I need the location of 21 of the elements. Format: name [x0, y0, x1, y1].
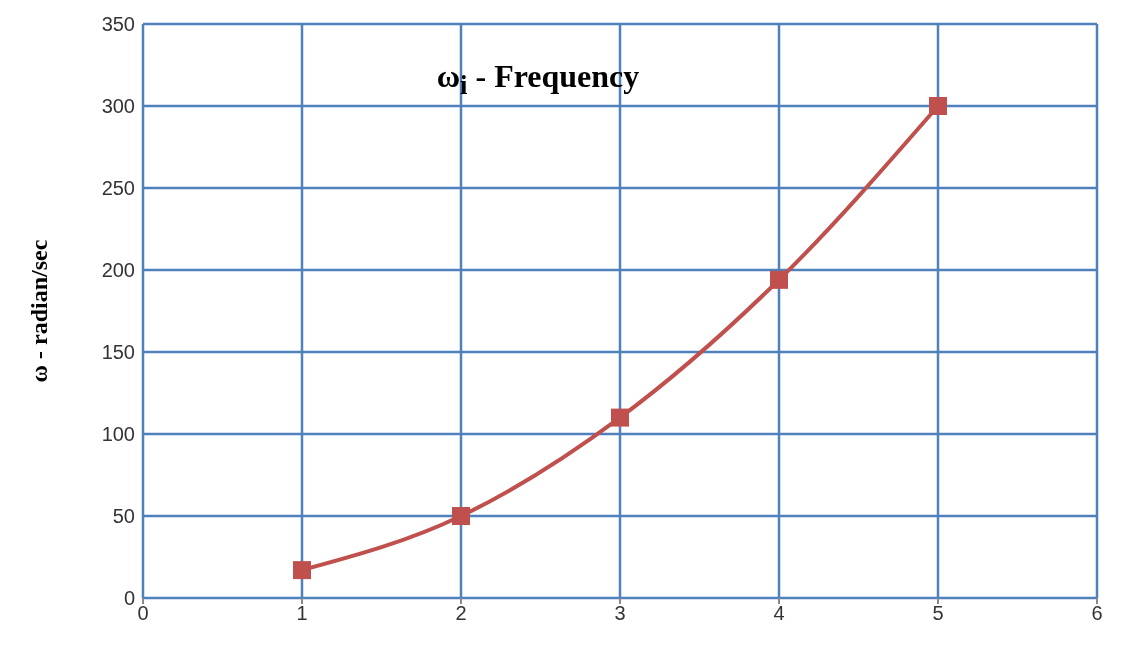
point [929, 97, 947, 115]
y-tick-label: 0 [123, 587, 135, 610]
y-tick-label: 150 [101, 341, 135, 364]
x-tick-label: 6 [1091, 602, 1103, 625]
y-tick-label: 250 [101, 177, 135, 200]
point [611, 408, 629, 427]
x-tick-label: 5 [932, 602, 944, 625]
y-tick-label: 200 [101, 259, 135, 282]
x-tick-label: 3 [614, 602, 626, 625]
x-tick-label: 0 [137, 602, 149, 625]
y-tick-label: 50 [112, 505, 135, 528]
y-tick-label: 100 [101, 423, 135, 446]
y-tick-label: 350 [101, 13, 135, 36]
y-tick-label: 300 [101, 95, 135, 118]
x-tick-label: 2 [455, 602, 467, 625]
point [452, 507, 470, 525]
point [770, 270, 788, 289]
y-axis-title: ω - radian/sec [25, 239, 52, 383]
x-tick-label: 1 [296, 602, 308, 625]
point [293, 561, 311, 580]
x-tick-label: 4 [773, 602, 785, 625]
